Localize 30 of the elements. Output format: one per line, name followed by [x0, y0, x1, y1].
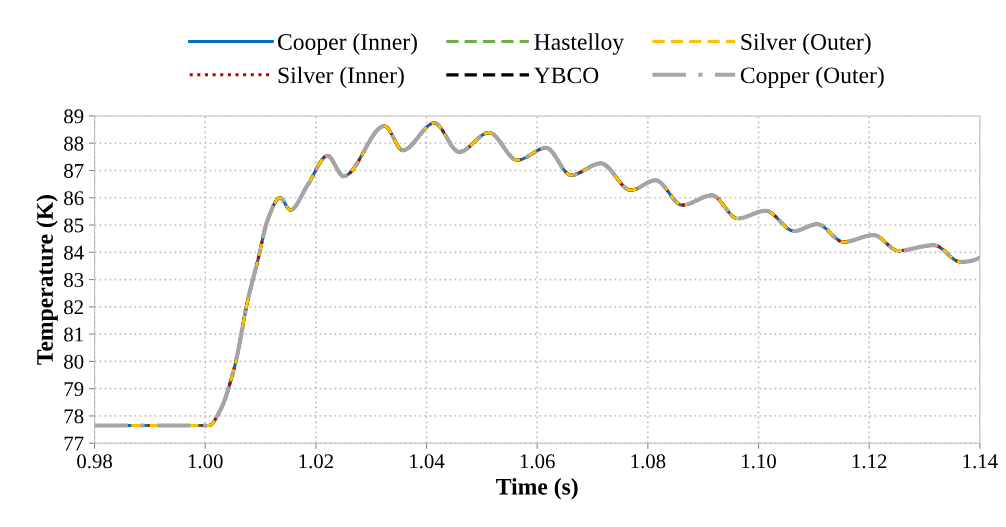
y-tick-label: 77	[64, 436, 84, 451]
y-tick-label: 87	[64, 163, 84, 178]
x-tick-label: 1.08	[631, 454, 666, 469]
y-tick-label: 83	[64, 272, 84, 288]
y-tick-label: 89	[64, 109, 84, 124]
y-tick-label: 88	[64, 136, 84, 151]
x-axis-title: Time (s)	[496, 478, 578, 500]
y-tick-label: 84	[64, 245, 84, 260]
legend-label: Copper (Outer)	[740, 66, 884, 89]
legend-label: Silver (Outer)	[741, 33, 871, 55]
y-tick-label: 79	[64, 382, 84, 397]
y-tick-label: 85	[64, 218, 84, 233]
x-tick-label: 1.10	[742, 454, 776, 469]
y-axis-title: Temperature (K)	[36, 195, 58, 365]
y-tick-label: 80	[64, 354, 84, 369]
y-tick-label: 86	[64, 191, 84, 206]
y-tick-label: 78	[64, 409, 84, 424]
x-tick-label: 0.98	[77, 454, 112, 469]
y-tick-label: 81	[64, 327, 83, 342]
x-tick-label: 1.06	[520, 454, 555, 469]
x-tick-label: 1.14	[963, 454, 998, 469]
x-tick-label: 1.04	[410, 454, 445, 469]
legend-label: Silver (Inner)	[278, 66, 404, 89]
legend-label: YBCO	[533, 67, 599, 84]
x-tick-label: 1.02	[299, 454, 333, 469]
x-tick-label: 1.00	[188, 454, 223, 469]
y-tick-label: 82	[64, 300, 83, 315]
x-tick-label: 1.12	[852, 454, 887, 469]
legend-label: Hastelloy	[534, 33, 625, 55]
legend-label: Cooper (Inner)	[277, 33, 417, 55]
